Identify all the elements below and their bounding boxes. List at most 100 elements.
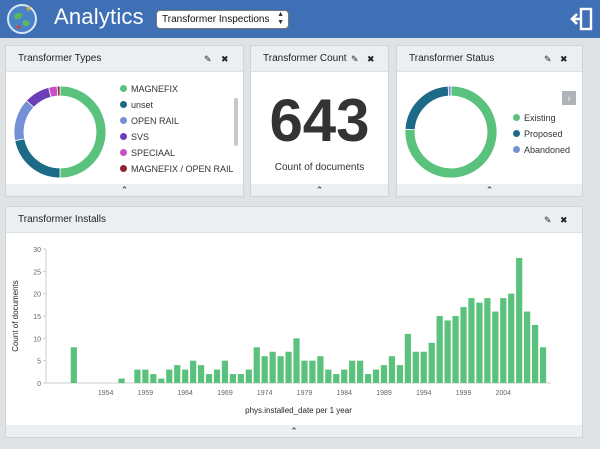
bar[interactable] [476, 302, 483, 383]
bar[interactable] [531, 324, 539, 383]
bar[interactable] [333, 374, 340, 383]
bar[interactable] [229, 374, 236, 383]
bar[interactable] [444, 320, 451, 383]
chevron-right-icon[interactable]: › [562, 91, 576, 105]
chevron-up-icon[interactable]: ⌃ [251, 184, 388, 196]
bar[interactable] [174, 365, 181, 383]
bar[interactable] [182, 369, 189, 383]
bar[interactable] [500, 298, 507, 383]
chevron-up-icon[interactable]: ⌃ [6, 425, 582, 437]
donut-slice[interactable] [447, 85, 452, 97]
bar[interactable] [380, 365, 388, 383]
close-icon[interactable]: ✖ [560, 54, 568, 64]
bar[interactable] [508, 293, 515, 383]
bar[interactable] [325, 369, 332, 383]
pencil-icon[interactable]: ✎ [544, 54, 552, 64]
legend-item[interactable]: Abandoned [513, 142, 570, 158]
installs-bar-chart: 0 5 10 15 20 25 30 1954 1959 1964 1969 1974 1979 1984… [11, 247, 551, 415]
bar[interactable] [142, 369, 149, 383]
chevron-up-icon[interactable]: ⌃ [6, 184, 243, 196]
bar[interactable] [524, 311, 531, 383]
bar[interactable] [237, 374, 244, 383]
bar[interactable] [221, 360, 229, 383]
y-tick-label: 30 [33, 247, 41, 254]
y-tick-label: 15 [33, 314, 41, 321]
x-tick-label: 1994 [416, 390, 432, 397]
bar[interactable] [341, 369, 348, 383]
bar[interactable] [309, 360, 316, 383]
bar[interactable] [197, 365, 205, 383]
bar[interactable] [460, 307, 467, 383]
close-icon[interactable]: ✖ [367, 54, 375, 64]
bar[interactable] [412, 351, 419, 383]
bar[interactable] [516, 257, 523, 383]
bar[interactable] [166, 369, 173, 383]
y-tick-label: 25 [33, 269, 41, 276]
panel-transformer-types: Transformer Types ✎ ✖ MAGNEFIX unset OPEN … [5, 45, 244, 197]
donut-slice[interactable] [56, 85, 61, 97]
x-tick-label: 2004 [495, 390, 511, 397]
legend-item[interactable]: MAGNEFIX [120, 81, 234, 97]
bar[interactable] [396, 365, 403, 383]
bar[interactable] [404, 333, 411, 383]
bar[interactable] [539, 347, 547, 383]
legend-item[interactable]: MAGNEFIX / OPEN RAIL [120, 161, 234, 177]
bar[interactable] [205, 374, 213, 383]
pencil-icon[interactable]: ✎ [204, 54, 212, 64]
bar[interactable] [436, 316, 443, 383]
bar[interactable] [317, 356, 324, 383]
donut-slice[interactable] [59, 85, 107, 179]
bar[interactable] [253, 347, 260, 383]
donut-slice[interactable] [13, 99, 35, 142]
globe-logo-icon[interactable] [6, 3, 38, 35]
bar[interactable] [245, 369, 252, 383]
bar[interactable] [428, 342, 435, 383]
legend-label: Existing [524, 113, 556, 123]
bar[interactable] [70, 347, 77, 383]
bar[interactable] [158, 378, 165, 383]
panel-title: Transformer Types [18, 53, 102, 64]
legend-dot [120, 165, 127, 172]
bar[interactable] [118, 378, 125, 383]
legend-item[interactable]: SPECIAAL [120, 145, 234, 161]
donut-slice[interactable] [25, 86, 52, 108]
bar[interactable] [468, 298, 475, 383]
pencil-icon[interactable]: ✎ [544, 215, 552, 225]
bar[interactable] [349, 360, 356, 383]
bar[interactable] [388, 356, 396, 383]
bar[interactable] [301, 360, 308, 383]
legend-scrollbar[interactable] [234, 98, 238, 146]
bar[interactable] [213, 369, 221, 383]
legend-item[interactable]: Proposed [513, 126, 570, 142]
dashboard-select[interactable]: Transformer Inspections ▲ ▼ [156, 10, 289, 29]
bar[interactable] [293, 338, 300, 383]
bar[interactable] [150, 374, 157, 383]
bar[interactable] [452, 316, 459, 383]
donut-slice[interactable] [14, 138, 61, 179]
bar[interactable] [484, 298, 491, 383]
close-icon[interactable]: ✖ [560, 215, 568, 225]
bar[interactable] [269, 351, 276, 383]
donut-slice[interactable] [404, 85, 450, 131]
bar[interactable] [357, 360, 364, 383]
legend-item[interactable]: OPEN RAIL [120, 113, 234, 129]
legend-dot [120, 101, 127, 108]
bar[interactable] [285, 351, 292, 383]
chevron-up-icon[interactable]: ⌃ [397, 184, 582, 196]
dashboard-select-value: Transformer Inspections [162, 14, 270, 25]
x-tick-label: 1999 [456, 390, 472, 397]
close-icon[interactable]: ✖ [221, 54, 229, 64]
pencil-icon[interactable]: ✎ [351, 54, 359, 64]
exit-icon[interactable] [570, 7, 594, 31]
bar[interactable] [277, 356, 284, 383]
bar[interactable] [190, 360, 197, 383]
bar[interactable] [134, 369, 141, 383]
bar[interactable] [261, 356, 268, 383]
bar[interactable] [420, 351, 427, 383]
bar[interactable] [492, 311, 499, 383]
legend-item[interactable]: Existing [513, 110, 570, 126]
legend-item[interactable]: SVS [120, 129, 234, 145]
bar[interactable] [364, 374, 372, 383]
bar[interactable] [372, 369, 380, 383]
legend-item[interactable]: unset [120, 97, 234, 113]
